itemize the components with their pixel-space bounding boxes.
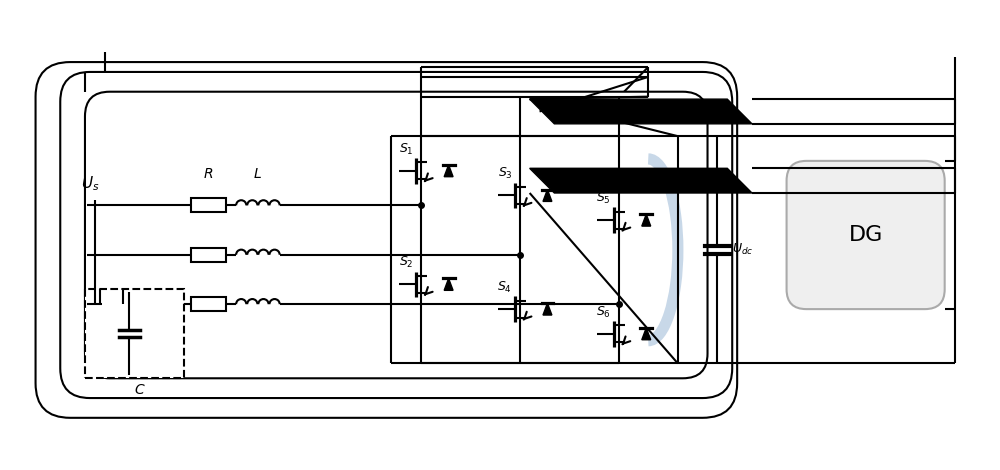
Polygon shape — [642, 328, 651, 340]
Polygon shape — [444, 165, 453, 177]
Polygon shape — [530, 99, 752, 124]
FancyBboxPatch shape — [36, 62, 737, 418]
Polygon shape — [642, 214, 651, 226]
Text: $U_s$: $U_s$ — [81, 174, 99, 193]
FancyBboxPatch shape — [85, 92, 708, 378]
Text: R: R — [204, 167, 213, 181]
Bar — [191, 297, 226, 311]
Text: $S_1$: $S_1$ — [399, 141, 413, 157]
Text: $S_4$: $S_4$ — [497, 280, 512, 295]
Text: $S_2$: $S_2$ — [399, 255, 413, 270]
Bar — [191, 248, 226, 262]
Text: DG: DG — [848, 225, 883, 245]
Text: $S_6$: $S_6$ — [596, 305, 611, 320]
Bar — [191, 198, 226, 212]
FancyBboxPatch shape — [787, 161, 945, 309]
FancyBboxPatch shape — [60, 72, 732, 398]
Polygon shape — [444, 279, 453, 290]
Bar — [85, 290, 184, 378]
Text: $S_5$: $S_5$ — [596, 191, 611, 206]
Text: $S_3$: $S_3$ — [498, 166, 512, 181]
Polygon shape — [543, 303, 552, 315]
Text: C: C — [134, 383, 144, 397]
Polygon shape — [543, 189, 552, 202]
Text: L: L — [254, 167, 262, 181]
Polygon shape — [530, 168, 752, 193]
Text: $U_{dc}$: $U_{dc}$ — [732, 242, 754, 258]
